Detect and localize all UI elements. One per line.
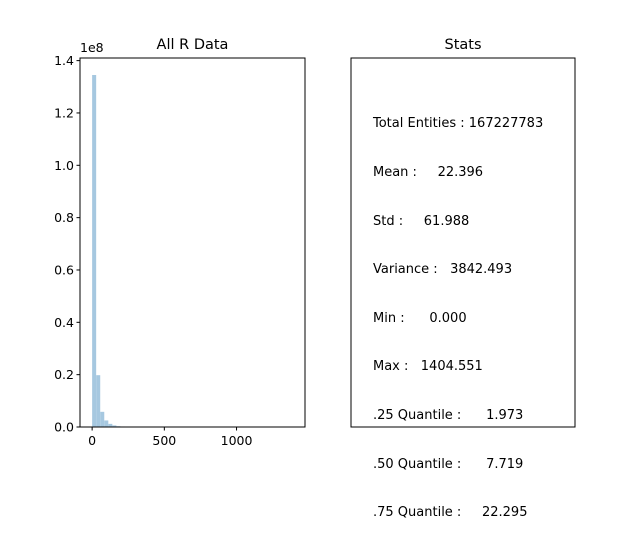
stats-line-min: Min : 0.000: [373, 311, 543, 327]
stats-panel-svg: Stats: [0, 0, 640, 480]
stats-line-q75: .75 Quantile : 22.295: [373, 505, 543, 521]
stats-line-max: Max : 1404.551: [373, 359, 543, 375]
stats-line-std: Std : 61.988: [373, 214, 543, 230]
stats-text-block: Total Entities : 167227783 Mean : 22.396…: [373, 84, 543, 538]
stats-line-total-entities: Total Entities : 167227783: [373, 116, 543, 132]
stats-line-q25: .25 Quantile : 1.973: [373, 408, 543, 424]
stats-line-mean: Mean : 22.396: [373, 165, 543, 181]
stats-line-variance: Variance : 3842.493: [373, 262, 543, 278]
stats-title: Stats: [444, 37, 481, 53]
stats-line-q50: .50 Quantile : 7.719: [373, 457, 543, 473]
